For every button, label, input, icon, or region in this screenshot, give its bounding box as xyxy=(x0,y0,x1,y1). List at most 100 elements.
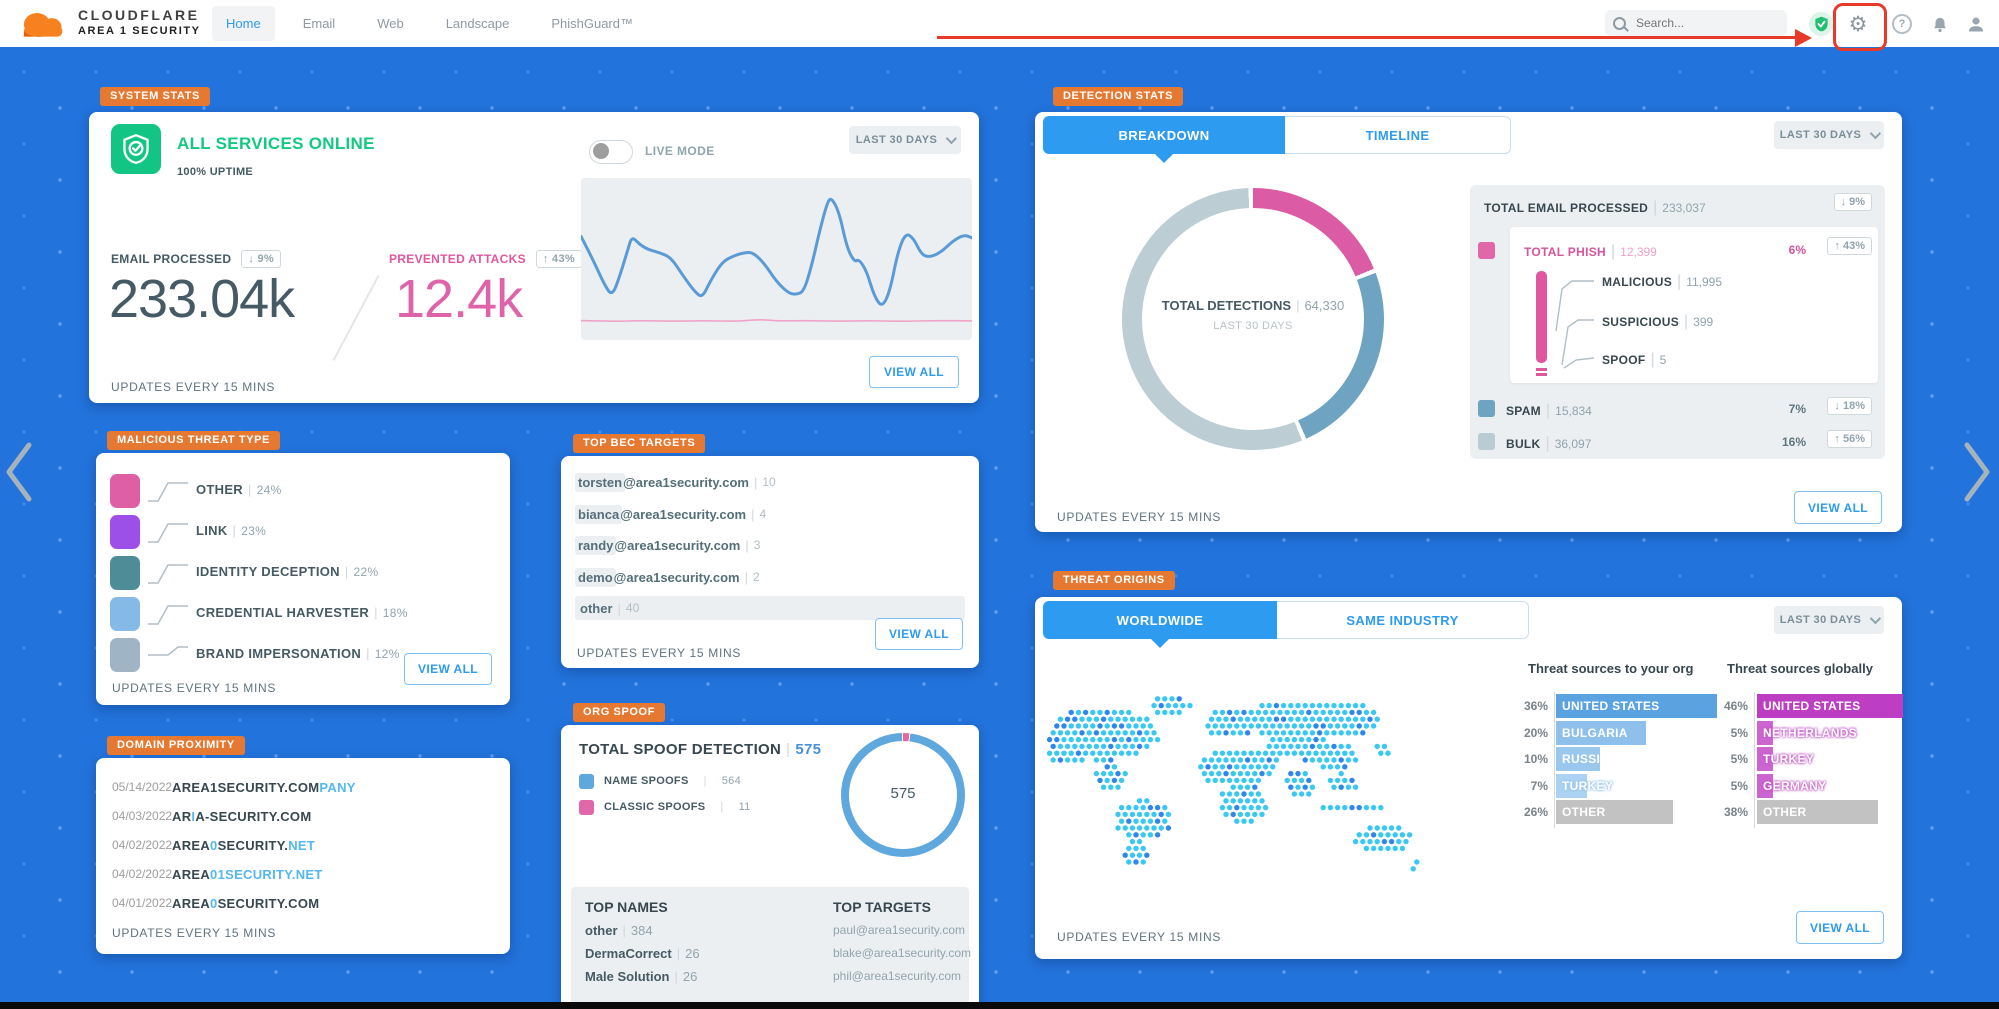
threat-label: CREDENTIAL HARVESTER xyxy=(196,605,370,620)
live-mode-toggle[interactable] xyxy=(589,140,633,164)
spoof-title: TOTAL SPOOF DETECTION | 575 xyxy=(579,741,822,758)
threat-pct: 23% xyxy=(241,524,267,538)
search-input[interactable] xyxy=(1634,15,1768,31)
country-bar: RUSSIA xyxy=(1556,747,1609,771)
spoof-legend-row: NAME SPOOFS | 564 xyxy=(579,773,741,789)
nav-item-phishguard[interactable]: PhishGuard™ xyxy=(551,16,633,31)
country-bar: GERMANY xyxy=(1757,774,1826,798)
country-bar: TURKEY xyxy=(1556,774,1613,798)
annotation-arrow-head xyxy=(1795,29,1812,47)
top-name-row: DermaCorrect | 26 xyxy=(585,946,700,961)
detection-stats-tag: DETECTION STATS xyxy=(1053,87,1184,106)
notifications-bell-icon[interactable] xyxy=(1929,13,1951,35)
detection-donut-center: TOTAL DETECTIONS | 64,330 xyxy=(1161,298,1345,313)
threat-label: OTHER xyxy=(196,482,243,497)
malicious-view-all-button[interactable]: VIEW ALL xyxy=(404,653,492,685)
detection-view-all-button[interactable]: VIEW ALL xyxy=(1794,491,1882,524)
bec-target-row: torsten @area1security.com | 10 xyxy=(575,470,776,494)
country-bar: UNITED STATES xyxy=(1757,694,1903,718)
domain-date: 04/02/2022 xyxy=(112,867,173,881)
search-box[interactable] xyxy=(1605,10,1787,36)
threat-origins-tag: THREAT ORIGINS xyxy=(1053,571,1175,590)
origins-range-dropdown[interactable]: LAST 30 DAYS xyxy=(1774,606,1884,634)
country-bar: UNITED STATES xyxy=(1556,694,1717,718)
help-icon[interactable]: ? xyxy=(1891,13,1913,35)
domain-date: 04/02/2022 xyxy=(112,838,173,852)
global-sources-title: Threat sources globally xyxy=(1727,661,1873,676)
origins-view-all-button[interactable]: VIEW ALL xyxy=(1796,911,1884,944)
active-tab-caret xyxy=(1155,154,1173,163)
threat-swatch xyxy=(110,638,140,672)
total-email-row: TOTAL EMAIL PROCESSED | 233,037 xyxy=(1484,199,1706,216)
phish-bar-dash xyxy=(1536,368,1547,371)
user-avatar-icon[interactable] xyxy=(1965,13,1987,35)
carousel-left-chevron-icon[interactable] xyxy=(6,442,32,507)
nav-item-landscape[interactable]: Landscape xyxy=(445,16,510,31)
domain-date: 04/01/2022 xyxy=(112,896,173,910)
country-bar: BULGARIA xyxy=(1556,721,1646,745)
domain-date: 04/03/2022 xyxy=(112,809,173,823)
threat-type-row: OTHER | 24% xyxy=(96,474,510,508)
tab-same-industry[interactable]: SAME INDUSTRY xyxy=(1277,601,1529,639)
settings-gear-icon[interactable]: ⚙ xyxy=(1848,12,1868,36)
threat-label: LINK xyxy=(196,523,228,538)
legend-swatch xyxy=(579,773,594,789)
nav-item-email[interactable]: Email xyxy=(302,16,336,31)
phish-bar-dash xyxy=(1536,373,1547,376)
tab-timeline[interactable]: TIMELINE xyxy=(1285,116,1511,154)
axis-line xyxy=(1554,692,1555,828)
threat-type-row: LINK | 23% xyxy=(96,515,510,549)
bec-user: bianca xyxy=(575,504,623,524)
brand-text: CLOUDFLARE AREA 1 SECURITY xyxy=(78,7,201,38)
threat-type-row: BRAND IMPERSONATION | 12% xyxy=(96,638,510,672)
bec-count: 2 xyxy=(752,570,760,584)
connector-lines xyxy=(1555,280,1595,369)
brand-line1: CLOUDFLARE xyxy=(78,7,200,23)
connector-line xyxy=(148,646,188,656)
detection-donut-sub: LAST 30 DAYS xyxy=(1213,320,1293,332)
domain-row: 04/03/2022 ARIA-SECURITY.COM xyxy=(96,809,510,829)
nav-item-home[interactable]: Home xyxy=(212,6,275,41)
detection-range-dropdown[interactable]: LAST 30 DAYS xyxy=(1774,121,1884,149)
org-sources-title: Threat sources to your org xyxy=(1528,661,1694,676)
prevented-attacks-value: 12.4k xyxy=(395,269,523,329)
system-range-dropdown[interactable]: LAST 30 DAYS xyxy=(849,126,961,154)
threat-swatch xyxy=(110,556,140,590)
top-target-row: paul@area1security.com xyxy=(833,923,966,937)
services-shield-icon xyxy=(111,124,161,174)
system-view-all-button[interactable]: VIEW ALL xyxy=(869,356,959,388)
connector-line xyxy=(148,605,188,625)
annotation-highlight-box xyxy=(1833,3,1887,51)
top-target-row: blake@area1security.com xyxy=(833,946,972,960)
tab-breakdown[interactable]: BREAKDOWN xyxy=(1043,116,1285,154)
phish-swatch xyxy=(1478,242,1495,259)
bec-target-row: randy @area1security.com | 3 xyxy=(575,533,760,557)
updates-note: UPDATES EVERY 15 MINS xyxy=(1057,930,1222,944)
bulk-row: BULK | 36,097 xyxy=(1506,435,1592,452)
updates-note: UPDATES EVERY 15 MINS xyxy=(112,681,277,695)
top-bec-targets-card: torsten @area1security.com | 10 bianca @area… xyxy=(561,456,979,668)
malicious-threat-card: OTHER | 24% LINK | 23% IDENTITY DECEPTION | 22… xyxy=(96,453,510,705)
bec-user: torsten xyxy=(575,472,626,492)
phish-pct: 6% xyxy=(1788,243,1806,257)
world-dot-map xyxy=(1043,689,1443,894)
toggle-knob xyxy=(593,143,609,159)
total-phish-row: TOTAL PHISH | 12,399 xyxy=(1524,243,1657,260)
verified-shield-icon[interactable] xyxy=(1809,12,1833,36)
phish-bar xyxy=(1536,271,1547,363)
tab-worldwide[interactable]: WORLDWIDE xyxy=(1043,601,1277,639)
bec-view-all-button[interactable]: VIEW ALL xyxy=(875,618,963,650)
nav-items: Home Email Web Landscape PhishGuard™ xyxy=(212,0,647,47)
phish-breakdown-box: TOTAL PHISH | 12,399 6% ↑ 43% MALICIOUS | 11… xyxy=(1510,227,1878,383)
carousel-right-chevron-icon[interactable] xyxy=(1964,442,1990,507)
threat-pct: 22% xyxy=(353,565,379,579)
spam-delta-badge: ↓ 18% xyxy=(1827,397,1872,415)
nav-item-web[interactable]: Web xyxy=(377,16,404,31)
bec-count: 3 xyxy=(753,538,761,552)
services-status-title: ALL SERVICES ONLINE xyxy=(177,134,375,153)
search-icon xyxy=(1613,16,1626,30)
spam-swatch xyxy=(1478,400,1495,417)
updates-note: UPDATES EVERY 15 MINS xyxy=(111,380,276,394)
prevented-attacks-delta-badge: ↑ 43% xyxy=(535,250,582,268)
